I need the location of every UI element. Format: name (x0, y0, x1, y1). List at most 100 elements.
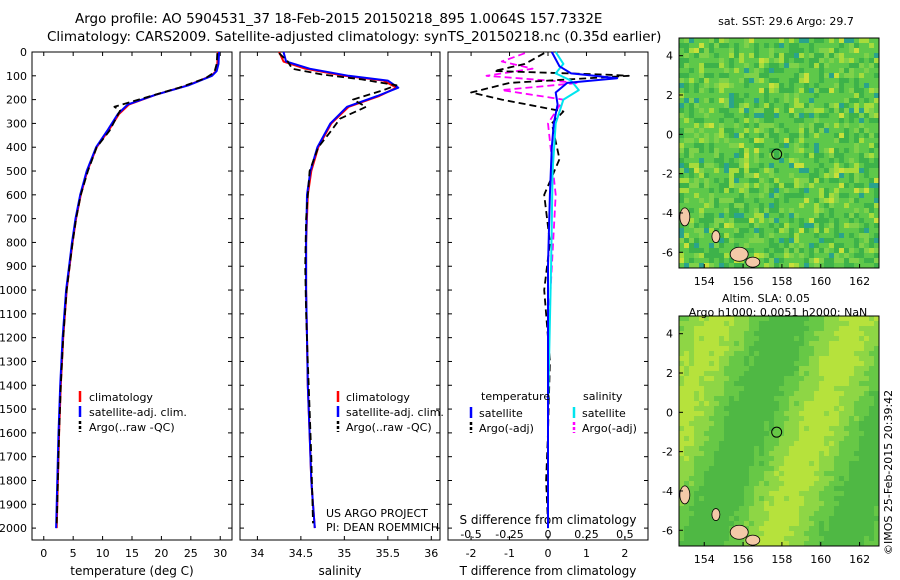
sla-ytick-label: 2 (666, 367, 673, 380)
depth-tick-label: 700 (6, 213, 27, 226)
sla-map-subtitle: Argo h1000: 0.0051 h2000: NaN (689, 306, 868, 319)
depth-tick-label: 1900 (0, 498, 27, 511)
tdiff-series-satellite (547, 51, 619, 529)
sdiff-xtick-label: 0.5 (616, 528, 634, 541)
sst-island (711, 230, 721, 243)
sla-ytick-label: -2 (662, 446, 673, 459)
tdiff-legend-header: temperature (481, 390, 550, 403)
sla-map-frame (678, 315, 880, 547)
sla-ytick-label: -4 (662, 485, 673, 498)
sdiff-series-satellite (547, 51, 580, 529)
sla-map-cells (679, 316, 879, 546)
temp-xtick-label: 15 (125, 547, 139, 560)
diff-legend-label: Argo(-adj) (479, 422, 534, 435)
sst-ytick-label: 2 (666, 89, 673, 102)
tdiff-xtick-label: -2 (466, 547, 477, 560)
credit-label: ©IMOS 25-Feb-2015 20:39:42 (882, 390, 895, 555)
sst-ytick-label: 4 (666, 50, 673, 63)
sal-series-argo (278, 52, 398, 524)
sal-xtick-label: 36 (424, 547, 438, 560)
sla-map-title: Altim. SLA: 0.05 (722, 292, 810, 305)
depth-tick-label: 1500 (0, 403, 27, 416)
temp-xtick-label: 20 (154, 547, 168, 560)
sla-ytick-label: -6 (662, 524, 673, 537)
temperature-panel-frame (31, 51, 233, 541)
project-annotation: US ARGO PROJECT (326, 507, 428, 520)
sst-xtick-label: 158 (771, 275, 792, 288)
depth-tick-label: 1300 (0, 355, 27, 368)
sst-ytick-label: -2 (662, 168, 673, 181)
tdiff-xtick-label: 1 (583, 547, 590, 560)
sal-xlabel: salinity (318, 564, 361, 578)
tdiff-series-argo (470, 52, 630, 524)
sla-xtick-label: 162 (849, 553, 870, 566)
depth-tick-label: 600 (6, 189, 27, 202)
sst-island (729, 246, 749, 262)
sla-island (679, 485, 691, 505)
sst-xtick-label: 162 (849, 275, 870, 288)
sst-xtick-label: 156 (733, 275, 754, 288)
depth-tick-label: 800 (6, 236, 27, 249)
sla-xtick-label: 160 (810, 553, 831, 566)
plot-title-line1: Argo profile: AO 5904531_37 18-Feb-2015 … (75, 11, 603, 27)
temp-legend-label: satellite-adj. clim. (89, 406, 187, 419)
sdiff-xtick-label: -0.25 (495, 528, 523, 541)
sal-xtick-label: 35 (337, 547, 351, 560)
sdiff-xtick-label: -0.5 (460, 528, 481, 541)
sal-xtick-label: 34 (250, 547, 264, 560)
sla-xtick-label: 158 (771, 553, 792, 566)
temp-series-argo (55, 53, 219, 524)
sst-map-cells (679, 38, 879, 268)
temp-xtick-label: 0 (40, 547, 47, 560)
sst-island (745, 256, 761, 268)
depth-tick-label: 400 (6, 141, 27, 154)
sla-ytick-label: 4 (666, 328, 673, 341)
sst-ytick-label: 0 (666, 128, 673, 141)
depth-tick-label: 0 (20, 46, 27, 59)
temp-xtick-label: 30 (213, 547, 227, 560)
depth-tick-label: 1200 (0, 332, 27, 345)
temp-xtick-label: 5 (70, 547, 77, 560)
sal-legend-label: climatology (346, 391, 410, 404)
temp-xtick-label: 25 (184, 547, 198, 560)
depth-tick-label: 100 (6, 70, 27, 83)
sal-xtick-label: 34.5 (289, 547, 314, 560)
depth-tick-label: 900 (6, 260, 27, 273)
sla-xtick-label: 154 (694, 553, 715, 566)
sla-island (711, 508, 721, 521)
sst-argo-marker (771, 148, 783, 160)
sal-legend-label: Argo(..raw -QC) (346, 421, 432, 434)
sdiff-xtick-label: 0.25 (574, 528, 599, 541)
sst-map-frame (678, 37, 880, 269)
sst-ytick-label: -4 (662, 207, 673, 220)
depth-tick-label: 1100 (0, 308, 27, 321)
sla-island (729, 524, 749, 540)
diff-legend-label: Argo(-adj) (582, 422, 637, 435)
sla-island (745, 534, 761, 546)
temp-legend-label: Argo(..raw -QC) (89, 421, 175, 434)
depth-tick-label: 1600 (0, 427, 27, 440)
pi-annotation: PI: DEAN ROEMMICH (326, 521, 439, 534)
salinity-panel-frame (239, 51, 441, 541)
sdiff-series-argo (485, 52, 580, 524)
sst-xtick-label: 160 (810, 275, 831, 288)
depth-tick-label: 1800 (0, 474, 27, 487)
plot-title-line2: Climatology: CARS2009. Satellite-adjuste… (47, 29, 662, 45)
depth-tick-label: 300 (6, 117, 27, 130)
tdiff-xtick-label: 0 (545, 547, 552, 560)
depth-tick-label: 500 (6, 165, 27, 178)
sst-ytick-label: -6 (662, 246, 673, 259)
diff-legend-label: satellite (479, 407, 523, 420)
tdiff-xtick-label: -1 (504, 547, 515, 560)
depth-tick-label: 1700 (0, 451, 27, 464)
sst-map-title: sat. SST: 29.6 Argo: 29.7 (718, 15, 854, 28)
tdiff-xtick-label: 2 (621, 547, 628, 560)
sla-xtick-label: 156 (733, 553, 754, 566)
tdiff-xlabel: T difference from climatology (459, 564, 637, 578)
sdiff-legend-header: salinity (583, 390, 623, 403)
temp-legend-label: climatology (89, 391, 153, 404)
sla-argo-marker (771, 426, 783, 438)
sal-xtick-label: 35.5 (376, 547, 401, 560)
temp-xlabel: temperature (deg C) (70, 564, 193, 578)
